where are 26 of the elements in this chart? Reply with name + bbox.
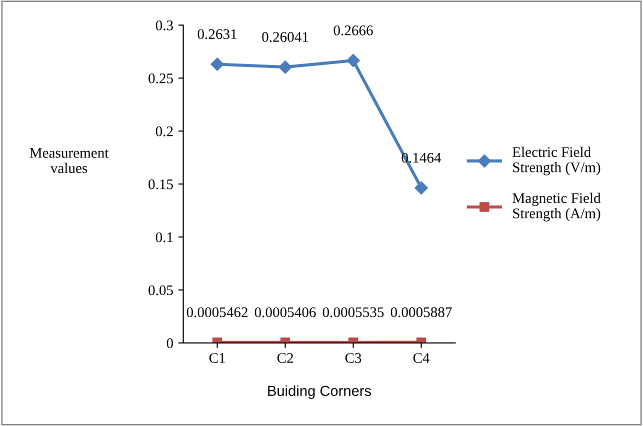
y-tick-label: 0.15: [148, 179, 173, 190]
y-tick-label: 0.3: [156, 20, 173, 30]
legend-label: Electric Field Strength (V/m): [512, 146, 600, 176]
x-axis-title: Buiding Corners: [268, 385, 372, 399]
point: [414, 181, 428, 194]
y-axis-title: Measurement values: [30, 148, 109, 174]
x-tick-label: C2: [277, 353, 293, 363]
data-label: 0.2631: [198, 29, 236, 40]
point: [210, 58, 224, 71]
y-tick-label: 0.25: [148, 73, 173, 84]
point: [346, 54, 360, 68]
y-tick-label: 0.1: [156, 232, 173, 242]
data-label: 0.26041: [262, 32, 308, 42]
legend-label: Magnetic Field Strength (A/m): [512, 192, 601, 222]
data-label: 0.0005887: [390, 307, 452, 318]
y-tick-label: 0: [166, 338, 173, 348]
data-label: 0.2666: [334, 25, 373, 36]
x-tick-label: C1: [209, 353, 225, 363]
x-tick-label: C4: [413, 353, 430, 363]
y-tick-label: 0.05: [148, 285, 173, 296]
y-tick-label: 0.2: [156, 126, 173, 136]
point: [278, 60, 292, 74]
x-tick-label: C3: [345, 353, 362, 363]
data-label: 0.0005462: [186, 307, 248, 318]
data-label: 0.0005535: [322, 307, 384, 318]
data-label: 0.0005406: [254, 307, 316, 318]
